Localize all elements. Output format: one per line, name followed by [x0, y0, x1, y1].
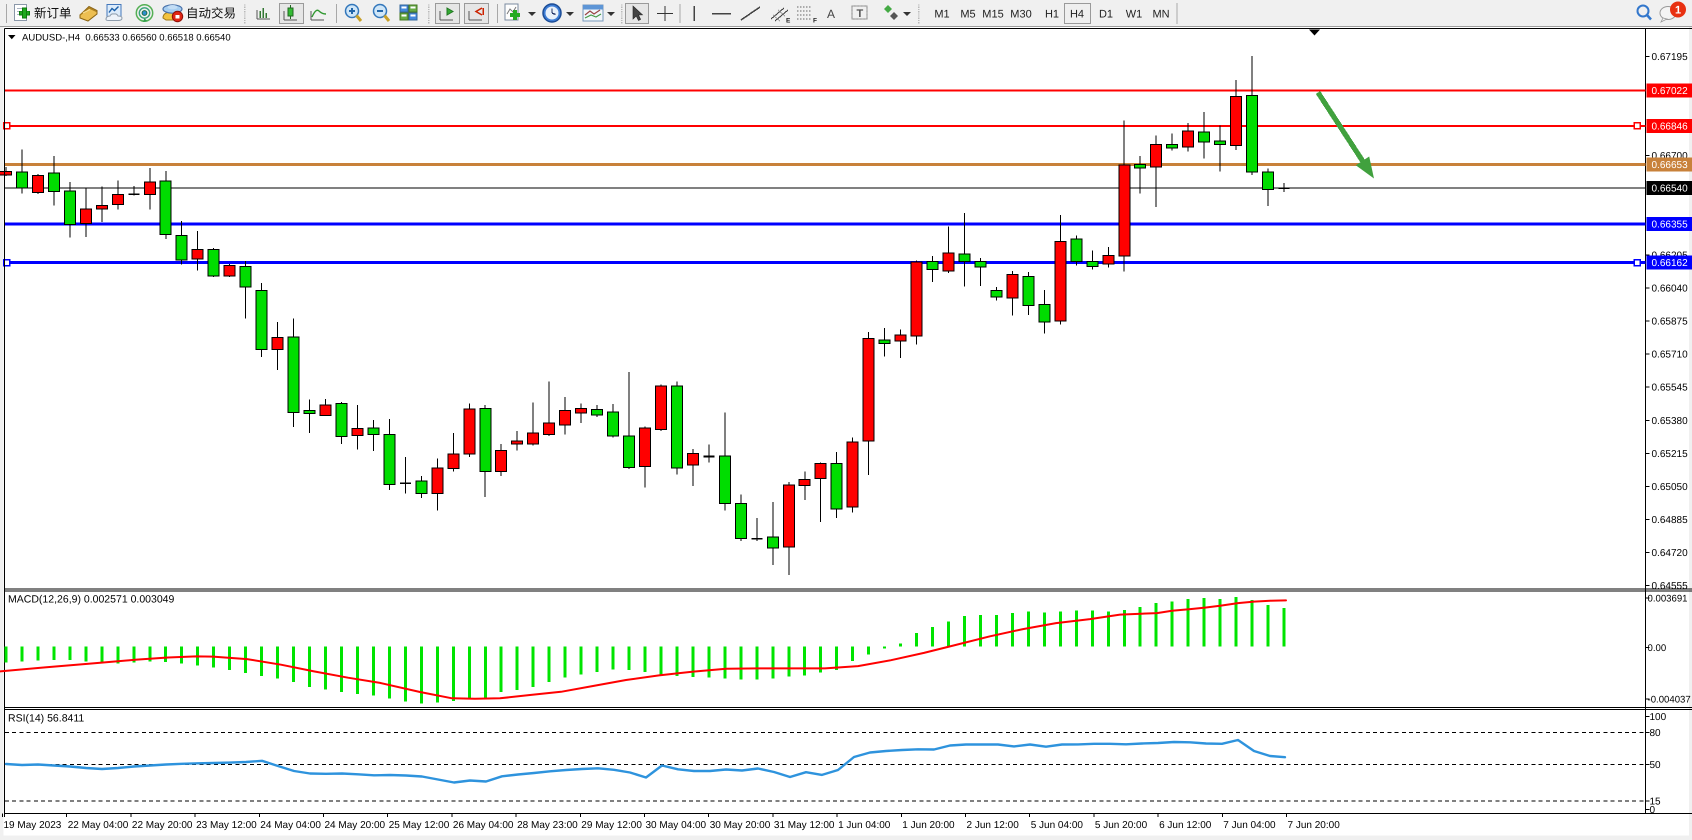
svg-text:24 May 20:00: 24 May 20:00	[325, 820, 386, 831]
svg-text:31 May 12:00: 31 May 12:00	[774, 820, 835, 831]
svg-text:0.65380: 0.65380	[1652, 416, 1689, 427]
svg-text:22 May 20:00: 22 May 20:00	[132, 820, 193, 831]
svg-text:0.66653: 0.66653	[1652, 160, 1689, 171]
svg-text:0.65050: 0.65050	[1652, 482, 1689, 493]
svg-text:0.00: 0.00	[1648, 643, 1667, 654]
svg-text:0.66162: 0.66162	[1652, 258, 1689, 269]
svg-text:AUDUSD-,H4 0.66533 0.66560 0.: AUDUSD-,H4 0.66533 0.66560 0.66518 0.665…	[22, 33, 231, 44]
svg-text:19 May 2023: 19 May 2023	[4, 820, 62, 831]
svg-text:F: F	[813, 18, 817, 25]
svg-text:6 Jun 12:00: 6 Jun 12:00	[1159, 820, 1212, 831]
svg-text:7 Jun 04:00: 7 Jun 04:00	[1223, 820, 1276, 831]
svg-text:T: T	[857, 8, 864, 20]
svg-text:M1: M1	[934, 9, 949, 21]
svg-text:H4: H4	[1070, 9, 1084, 21]
svg-text:-0.004037: -0.004037	[1648, 695, 1691, 706]
svg-text:1 Jun 04:00: 1 Jun 04:00	[838, 820, 891, 831]
svg-text:H1: H1	[1045, 9, 1059, 21]
svg-text:5 Jun 04:00: 5 Jun 04:00	[1031, 820, 1084, 831]
svg-text:30 May 04:00: 30 May 04:00	[646, 820, 707, 831]
svg-text:29 May 12:00: 29 May 12:00	[581, 820, 642, 831]
svg-text:0.65875: 0.65875	[1652, 317, 1689, 328]
svg-text:24 May 04:00: 24 May 04:00	[260, 820, 321, 831]
svg-text:0.65545: 0.65545	[1652, 383, 1689, 394]
svg-text:0.66540: 0.66540	[1652, 183, 1689, 194]
svg-text:1 Jun 20:00: 1 Jun 20:00	[902, 820, 955, 831]
svg-text:0.64555: 0.64555	[1652, 581, 1689, 592]
svg-text:1: 1	[1675, 5, 1681, 17]
svg-text:2 Jun 12:00: 2 Jun 12:00	[967, 820, 1020, 831]
svg-text:W1: W1	[1126, 9, 1143, 21]
svg-text:A: A	[827, 7, 835, 21]
svg-text:0.65710: 0.65710	[1652, 350, 1689, 361]
svg-text:26 May 04:00: 26 May 04:00	[453, 820, 514, 831]
svg-text:0.66846: 0.66846	[1652, 121, 1689, 132]
svg-text:5 Jun 20:00: 5 Jun 20:00	[1095, 820, 1148, 831]
svg-text:M15: M15	[982, 9, 1003, 21]
svg-text:0.66040: 0.66040	[1652, 284, 1689, 295]
svg-text:D1: D1	[1099, 9, 1113, 21]
svg-text:0: 0	[1650, 805, 1656, 816]
svg-text:RSI(14) 56.8411: RSI(14) 56.8411	[8, 713, 84, 725]
svg-text:0.66355: 0.66355	[1652, 220, 1689, 231]
svg-text:M5: M5	[960, 9, 975, 21]
svg-text:0.65215: 0.65215	[1652, 449, 1689, 460]
svg-text:80: 80	[1650, 728, 1662, 739]
svg-text:28 May 23:00: 28 May 23:00	[517, 820, 578, 831]
svg-text:23 May 12:00: 23 May 12:00	[196, 820, 257, 831]
svg-text:0.003691: 0.003691	[1648, 594, 1688, 605]
svg-text:25 May 12:00: 25 May 12:00	[389, 820, 450, 831]
svg-text:M30: M30	[1010, 9, 1031, 21]
svg-text:100: 100	[1650, 712, 1667, 723]
svg-text:30 May 20:00: 30 May 20:00	[710, 820, 771, 831]
svg-text:15: 15	[1650, 796, 1662, 807]
svg-text:0.64885: 0.64885	[1652, 515, 1689, 526]
svg-text:0.64720: 0.64720	[1652, 548, 1689, 559]
svg-text:0.66700: 0.66700	[1652, 151, 1689, 162]
svg-text:7 Jun 20:00: 7 Jun 20:00	[1288, 820, 1341, 831]
svg-text:22 May 04:00: 22 May 04:00	[68, 820, 129, 831]
svg-text:E: E	[786, 18, 791, 25]
svg-text:0.67022: 0.67022	[1652, 86, 1689, 97]
svg-text:50: 50	[1650, 760, 1662, 771]
svg-text:MN: MN	[1152, 9, 1169, 21]
svg-text:0.67195: 0.67195	[1652, 52, 1689, 63]
svg-text:MACD(12,26,9) 0.002571 0.00304: MACD(12,26,9) 0.002571 0.003049	[8, 594, 175, 606]
